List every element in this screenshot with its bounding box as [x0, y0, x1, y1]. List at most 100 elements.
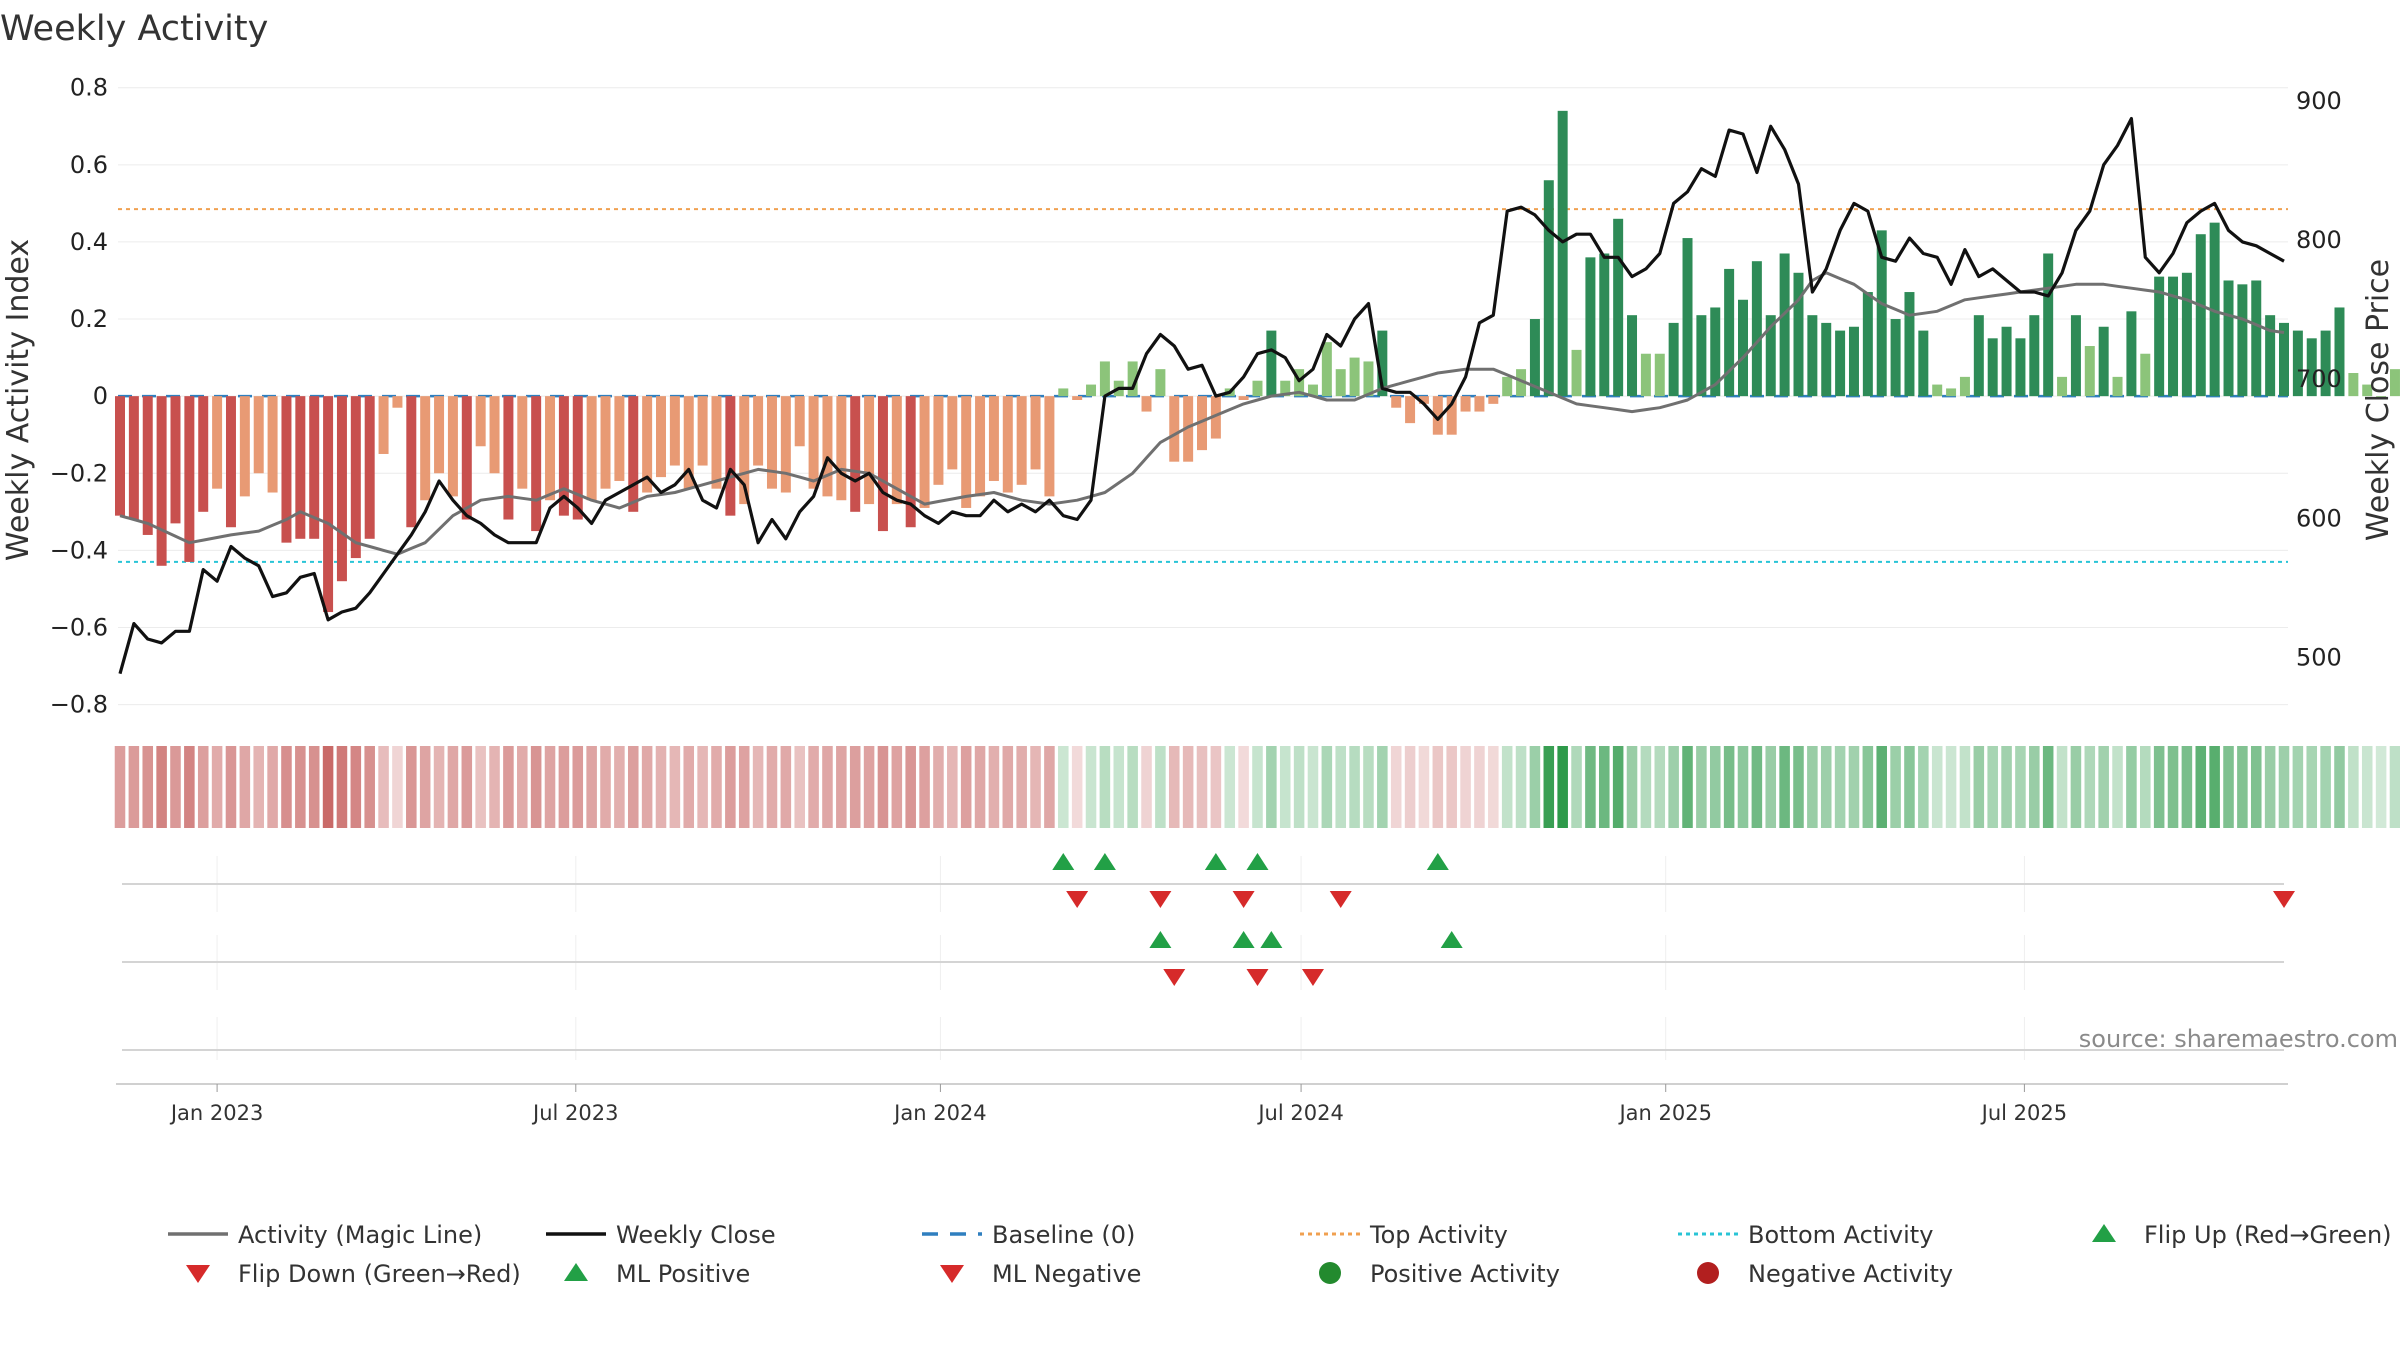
activity-bars: [115, 110, 2400, 613]
heat-cell: [406, 746, 417, 828]
activity-bar: [1002, 396, 1013, 493]
activity-bar: [1668, 322, 1679, 397]
legend-triangle-up-icon: [2092, 1224, 2116, 1242]
legend-label: Top Activity: [1369, 1221, 1508, 1249]
activity-bar: [822, 396, 833, 497]
activity-bar: [1599, 253, 1610, 397]
heat-cell: [1557, 746, 1568, 828]
heat-cell: [2029, 746, 2040, 828]
heat-cell: [2264, 746, 2276, 828]
source-note: source: sharemaestro.com: [2079, 1025, 2398, 1053]
magic-line: [119, 271, 2285, 556]
legend-item: Top Activity: [1300, 1221, 1508, 1249]
activity-bar: [1030, 396, 1041, 470]
activity-bar: [2168, 276, 2179, 397]
activity-bar: [128, 396, 139, 520]
flip-up-marker: [1246, 853, 1269, 870]
heat-cell: [2098, 746, 2109, 828]
heat-cell: [253, 746, 264, 828]
activity-bar: [836, 396, 847, 501]
heat-cell: [1543, 746, 1555, 828]
activity-bar: [1460, 396, 1471, 412]
activity-bar: [1016, 396, 1027, 485]
legend-label: ML Positive: [616, 1260, 750, 1288]
heat-cell: [1085, 746, 1097, 828]
activity-bar: [933, 396, 944, 485]
activity-bar: [309, 396, 320, 539]
activity-bar: [447, 396, 458, 497]
y-tick-label: 0: [93, 382, 108, 410]
ml-positive-marker: [1260, 931, 1283, 948]
heat-cell: [1696, 746, 1707, 828]
heat-cell: [2334, 746, 2345, 828]
heat-cell: [752, 746, 764, 828]
activity-bar: [1724, 268, 1735, 397]
signal-panels: [116, 853, 2295, 1085]
activity-bar: [2126, 311, 2137, 397]
activity-bar: [1682, 238, 1693, 397]
heat-cell: [1141, 746, 1152, 828]
heat-cell: [281, 746, 292, 828]
activity-bar: [739, 396, 750, 505]
ml-positive-marker: [1440, 931, 1463, 948]
activity-bar: [1099, 361, 1110, 397]
heat-cell: [1390, 746, 1402, 828]
activity-bar: [1890, 319, 1901, 397]
activity-bar: [1183, 396, 1194, 462]
legend-item: ML Positive: [564, 1260, 750, 1288]
heat-cell: [1709, 746, 1721, 828]
activity-bar: [642, 396, 653, 493]
activity-bar: [656, 396, 666, 478]
heat-cell: [1834, 746, 1846, 828]
heat-cell: [947, 746, 958, 828]
heat-cell: [2292, 746, 2304, 828]
activity-bar: [905, 396, 916, 528]
heat-cell: [572, 746, 584, 828]
heat-cell: [1127, 746, 1138, 828]
legend-label: Positive Activity: [1370, 1260, 1560, 1288]
activity-bar: [1876, 230, 1887, 397]
ml-negative-marker: [1163, 969, 1186, 986]
activity-bar: [919, 396, 930, 508]
activity-bar: [1918, 330, 1929, 397]
heat-cell: [1321, 746, 1333, 828]
heat-cell: [1335, 746, 1346, 828]
heat-cell: [475, 746, 486, 828]
activity-bar: [753, 396, 764, 466]
heat-cell: [1723, 746, 1735, 828]
activity-bar: [2348, 373, 2359, 397]
activity-bar: [1585, 257, 1596, 397]
heat-cell: [794, 746, 805, 828]
heat-cell: [308, 746, 320, 828]
flip-down-marker: [1066, 891, 1089, 908]
heat-cell: [683, 746, 695, 828]
activity-bar: [2265, 315, 2276, 397]
activity-bar: [156, 396, 167, 566]
heat-cell: [2042, 746, 2054, 828]
legend-label: Flip Up (Red→Green): [2144, 1221, 2392, 1249]
activity-bar: [2320, 330, 2331, 397]
legend-label: Baseline (0): [992, 1221, 1135, 1249]
flip-down-marker: [1232, 891, 1255, 908]
activity-bar: [1502, 376, 1513, 397]
heat-cell: [1765, 746, 1777, 828]
activity-bar: [1779, 253, 1790, 397]
heat-cell: [1044, 746, 1055, 828]
heat-cell: [267, 746, 278, 828]
heat-cell: [1293, 746, 1305, 828]
activity-bar: [2154, 276, 2165, 397]
activity-bar: [961, 396, 972, 508]
heat-cell: [1418, 746, 1430, 828]
legend: Activity (Magic Line) Weekly Close Baselin…: [168, 1221, 2392, 1288]
heat-cell: [1252, 746, 1263, 828]
activity-bar: [184, 396, 195, 562]
legend-item: Activity (Magic Line): [168, 1221, 482, 1249]
heat-cell: [725, 746, 736, 828]
heat-cell: [1182, 746, 1194, 828]
activity-bar: [253, 396, 264, 474]
heat-cell: [669, 746, 681, 828]
activity-bar: [2029, 315, 2040, 397]
series-lines: [118, 116, 2285, 675]
activity-bar: [877, 396, 888, 532]
heat-cell: [1890, 746, 1901, 828]
